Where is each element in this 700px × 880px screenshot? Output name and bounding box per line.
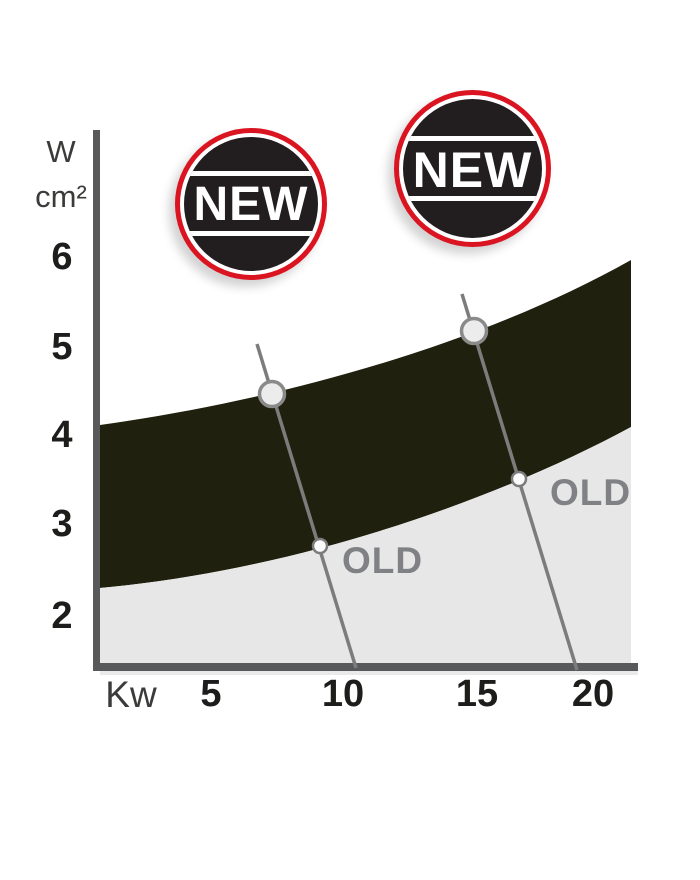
new-marker-1 xyxy=(257,379,287,409)
y-tick-6: 6 xyxy=(51,236,73,278)
old-label-1: OLD xyxy=(342,540,424,581)
x-tick-10: 10 xyxy=(321,673,365,715)
x-tick-20: 20 xyxy=(571,673,615,715)
badge-rule-bottom xyxy=(184,231,318,236)
badge-rule-top xyxy=(184,171,318,176)
badge-rule-bottom xyxy=(403,195,542,201)
y-tick-3: 3 xyxy=(51,503,73,545)
new-badge-1-inner: NEW xyxy=(184,137,318,271)
new-badge-2-inner: NEW xyxy=(403,99,542,238)
new-badge-1: NEW xyxy=(175,128,327,280)
x-tick-5: 5 xyxy=(200,673,222,715)
x-tick-15: 15 xyxy=(455,673,499,715)
y-axis-line xyxy=(93,130,100,671)
x-axis-shadow xyxy=(100,671,638,675)
old-marker-1 xyxy=(311,537,329,555)
y-tick-4: 4 xyxy=(51,414,73,456)
x-axis-line xyxy=(93,663,638,671)
y-tick-5: 5 xyxy=(51,326,73,368)
old-marker-2 xyxy=(510,470,528,488)
new-badge-2: NEW xyxy=(394,90,551,247)
x-axis-unit: Kw xyxy=(105,674,157,715)
new-badge-2-label: NEW xyxy=(412,141,533,198)
y-axis-unit-denominator: cm² xyxy=(35,179,87,214)
old-label-2: OLD xyxy=(550,472,632,513)
y-axis-unit-numerator: W xyxy=(46,134,76,169)
new-badge-1-label: NEW xyxy=(193,178,309,231)
badge-rule-top xyxy=(403,135,542,141)
new-marker-2 xyxy=(459,316,489,346)
old-band-area xyxy=(100,427,631,663)
new-band-area xyxy=(100,260,631,588)
y-tick-2: 2 xyxy=(51,595,73,637)
